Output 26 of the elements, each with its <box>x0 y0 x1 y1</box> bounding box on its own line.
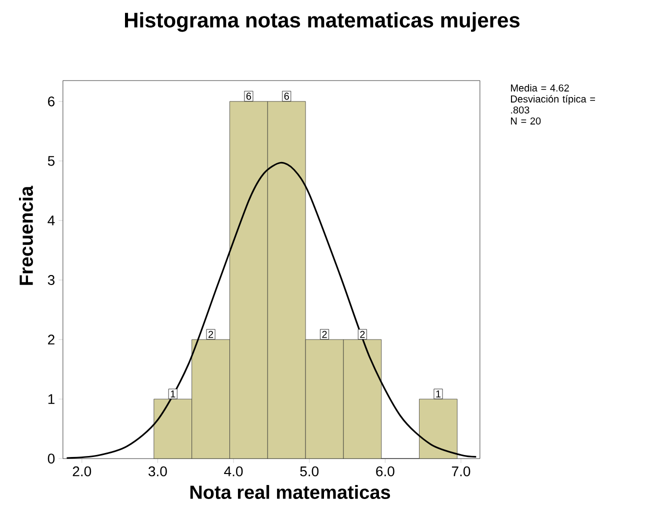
y-tick-label: 3 <box>48 275 55 285</box>
data-label: 6 <box>246 92 252 100</box>
text: Desviación típica = .803 <box>511 95 596 114</box>
x-tick-label: 5.0 <box>300 466 319 476</box>
x-tick-label: 4.0 <box>224 466 243 476</box>
data-label: 6 <box>284 92 289 100</box>
data-label: 1 <box>436 390 441 398</box>
data-label: 2 <box>360 330 365 338</box>
data-label: 2 <box>322 330 327 338</box>
y-tick-label: 1 <box>48 394 54 404</box>
x-tick-label: 7.0 <box>452 466 470 476</box>
text: N = 20 <box>511 117 541 125</box>
y-tick-label: 4 <box>48 216 55 226</box>
x-tick-label: 6.0 <box>376 466 394 476</box>
y-tick-label: 6 <box>48 96 55 106</box>
y-axis-title: Frecuencia <box>19 186 33 285</box>
x-tick-label: 2.0 <box>72 466 92 476</box>
text: Media = 4.62 <box>511 84 569 92</box>
data-label: 1 <box>170 390 176 398</box>
x-tick-label: 3.0 <box>148 466 167 476</box>
data-label: 2 <box>208 330 214 338</box>
y-tick-label: 5 <box>48 156 55 166</box>
y-tick-label: 2 <box>48 334 54 344</box>
chart-title: Histograma notas matematicas mujeres <box>125 12 520 32</box>
y-tick-label: 0 <box>48 454 55 464</box>
x-axis-title: Nota real matematicas <box>190 485 390 499</box>
